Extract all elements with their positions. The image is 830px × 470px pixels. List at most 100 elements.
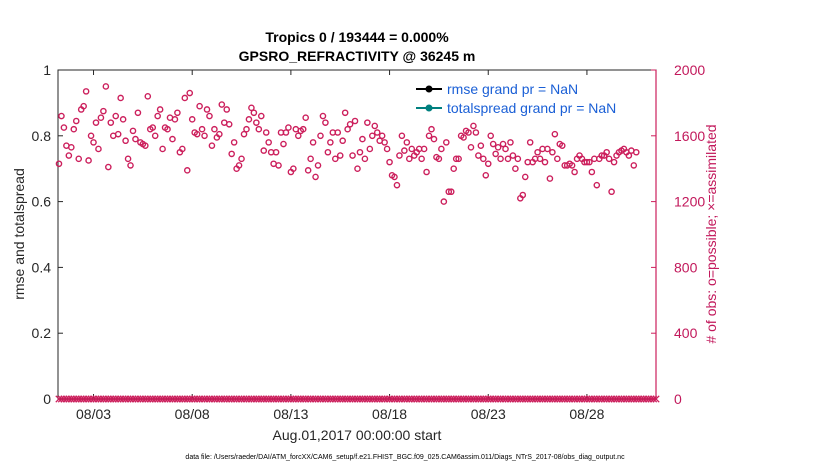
- y-right-tick-label: 1600: [674, 128, 705, 144]
- obs-possible-point: [418, 155, 425, 163]
- chart-title-line2: GPSRO_REFRACTIVITY @ 36245 m: [239, 48, 476, 64]
- obs-possible-point: [549, 148, 556, 156]
- obs-possible-point: [536, 155, 544, 163]
- obs-possible-point: [373, 129, 381, 136]
- obs-possible-point: [186, 89, 194, 97]
- obs-possible-point: [149, 124, 157, 131]
- obs-possible-point: [97, 114, 105, 122]
- obs-possible-point: [551, 130, 559, 138]
- obs-possible-point: [124, 155, 132, 163]
- obs-possible-point: [248, 104, 255, 112]
- obs-possible-point: [514, 155, 522, 163]
- legend-totalspread-label: totalspread grand pr = NaN: [447, 100, 616, 116]
- obs-possible-point: [502, 145, 509, 153]
- obs-possible-point: [132, 135, 139, 143]
- obs-possible-point: [452, 155, 460, 163]
- obs-possible-point: [280, 140, 287, 148]
- obs-possible-point: [408, 145, 416, 153]
- obs-possible-point: [208, 142, 216, 149]
- obs-possible-point: [319, 112, 327, 120]
- obs-possible-point: [477, 142, 485, 149]
- obs-possible-point: [401, 147, 408, 154]
- obs-possible-point: [450, 165, 458, 172]
- obs-possible-point: [509, 152, 517, 159]
- obs-possible-point: [230, 139, 238, 146]
- obs-possible-point: [334, 129, 342, 136]
- x-tick-label: 08/03: [76, 406, 111, 422]
- obs-possible-point: [403, 139, 411, 146]
- obs-possible-point: [142, 142, 149, 149]
- obs-possible-point: [546, 175, 554, 182]
- obs-possible-point: [625, 152, 633, 159]
- obs-possible-point: [80, 102, 87, 110]
- obs-assimilated-stroke: [652, 395, 660, 403]
- obs-possible-point: [393, 181, 401, 189]
- obs-possible-point: [586, 158, 593, 166]
- y-right-axis-label: # of obs: o=possible; ×=assimilated: [703, 124, 719, 343]
- obs-possible-point: [169, 135, 176, 143]
- obs-possible-point: [371, 122, 379, 130]
- obs-possible-point: [554, 155, 561, 163]
- obs-possible-point: [605, 155, 613, 163]
- legend: rmse grand pr = NaN totalspread grand pr…: [416, 81, 616, 116]
- obs-possible-point: [112, 112, 120, 120]
- obs-possible-point: [455, 155, 462, 163]
- obs-possible-point: [60, 124, 68, 131]
- obs-possible-point: [558, 142, 566, 149]
- obs-possible-point: [521, 173, 529, 181]
- obs-possible-point: [255, 125, 263, 133]
- y-left-tick-label: 0.8: [32, 128, 52, 144]
- obs-possible-point: [447, 188, 455, 196]
- obs-assimilated-point: [652, 395, 660, 403]
- obs-possible-point: [72, 117, 80, 125]
- obs-possible-point: [339, 137, 346, 145]
- y-left-tick-label: 0.4: [32, 259, 52, 275]
- obs-possible-point: [440, 198, 448, 205]
- obs-possible-point: [100, 107, 107, 115]
- obs-possible-point: [122, 137, 129, 145]
- obs-possible-point: [504, 155, 512, 163]
- obs-possible-point: [68, 144, 75, 151]
- obs-possible-point: [225, 120, 233, 128]
- obs-possible-point: [240, 130, 248, 138]
- obs-possible-point: [383, 145, 391, 153]
- obs-possible-point: [302, 114, 309, 122]
- obs-possible-point: [156, 106, 164, 113]
- obs-possible-point: [285, 124, 292, 131]
- obs-possible-point: [218, 101, 226, 108]
- y-left-tick-label: 0: [43, 391, 51, 407]
- x-axis-label: Aug.01,2017 00:00:00 start: [273, 427, 442, 443]
- obs-possible-point: [406, 155, 413, 163]
- x-tick-label: 08/08: [175, 406, 210, 422]
- obs-possible-point: [534, 148, 541, 156]
- obs-possible-point: [497, 155, 504, 163]
- obs-possible-point: [351, 117, 359, 125]
- obs-possible-point: [331, 155, 339, 163]
- obs-possible-point: [201, 132, 208, 140]
- obs-possible-point: [164, 125, 171, 133]
- obs-possible-point: [391, 173, 398, 181]
- legend-rmse-label: rmse grand pr = NaN: [447, 81, 578, 97]
- obs-possible-point: [179, 145, 186, 153]
- obs-possible-point: [196, 102, 203, 110]
- obs-possible-point: [630, 162, 638, 169]
- obs-possible-point: [223, 106, 231, 113]
- obs-possible-point: [102, 83, 110, 90]
- obs-possible-point: [472, 129, 480, 136]
- obs-possible-point: [129, 127, 137, 135]
- obs-possible-point: [322, 119, 329, 126]
- obs-possible-point: [368, 132, 376, 140]
- obs-possible-point: [346, 120, 354, 128]
- obs-possible-point: [583, 158, 591, 166]
- obs-possible-point: [593, 181, 601, 189]
- obs-possible-point: [475, 152, 482, 159]
- obs-possible-point: [127, 162, 134, 169]
- x-tick-label: 08/18: [372, 406, 407, 422]
- obs-possible-point: [378, 132, 386, 140]
- obs-possible-point: [588, 168, 596, 176]
- y-left-tick-label: 1: [43, 62, 51, 78]
- obs-possible-point: [265, 139, 272, 146]
- obs-possible-point: [272, 148, 280, 156]
- obs-possible-point: [489, 140, 497, 148]
